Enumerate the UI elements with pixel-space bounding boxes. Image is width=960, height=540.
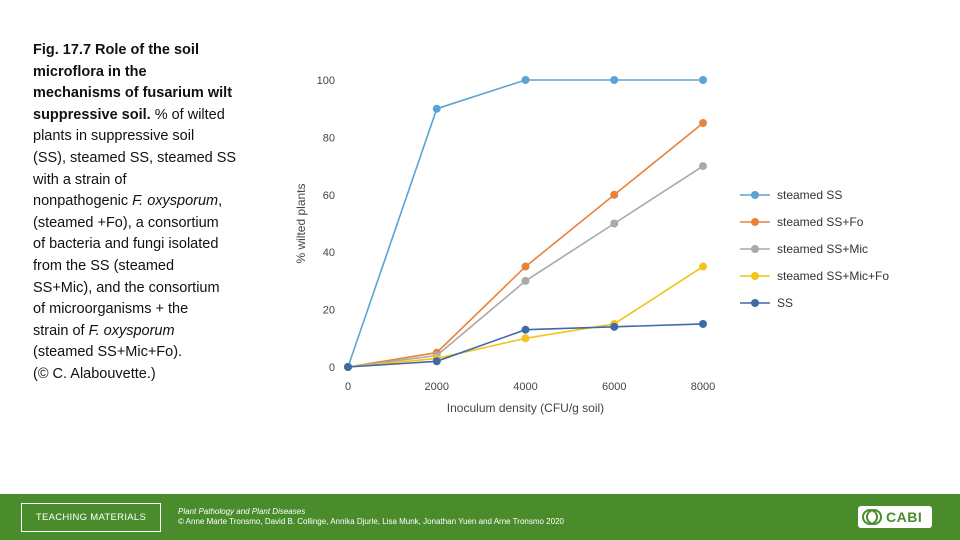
- x-tick-label: 8000: [691, 381, 715, 393]
- caption-text: (steamed SS+Mic+Fo).: [33, 344, 183, 361]
- data-point: [610, 219, 619, 228]
- caption-line: (steamed +Fo), a consortium: [33, 213, 263, 235]
- caption-text: plants in suppressive soil: [33, 128, 195, 145]
- x-tick-label: 0: [345, 381, 351, 393]
- legend-marker: [751, 272, 759, 280]
- caption-line: microflora in the: [33, 62, 263, 84]
- caption-line: SS+Mic), and the consortium: [33, 278, 263, 300]
- legend-label: steamed SS+Fo: [777, 215, 864, 229]
- caption-text: of bacteria and fungi isolated: [33, 236, 219, 253]
- caption-line: (SS), steamed SS, steamed SS: [33, 148, 263, 170]
- caption-line: suppressive soil. % of wilted: [33, 105, 263, 127]
- data-point: [521, 262, 530, 271]
- caption-text: (© C. Alabouvette.): [33, 365, 156, 382]
- x-axis-label: Inoculum density (CFU/g soil): [447, 401, 604, 415]
- data-point: [699, 319, 707, 328]
- data-point: [344, 363, 352, 371]
- y-tick-label: 40: [323, 247, 335, 259]
- data-point: [521, 76, 530, 84]
- teaching-materials-label: TEACHING MATERIALS: [21, 503, 161, 532]
- caption-text: F. oxysporum: [88, 322, 175, 339]
- legend-label: steamed SS: [777, 188, 842, 202]
- legend-marker: [751, 218, 759, 226]
- data-point: [699, 76, 707, 84]
- caption-line: with a strain of: [33, 170, 263, 192]
- caption-text: of microorganisms + the: [33, 301, 189, 318]
- data-point: [699, 262, 707, 271]
- line-chart: 0 20 40 60 80 100 0 2000 4000 6000 8000 Inoculum de…: [294, 75, 889, 415]
- caption-text: (SS), steamed SS, steamed SS: [33, 149, 237, 166]
- y-tick-label: 20: [323, 305, 335, 317]
- footer-bar: TEACHING MATERIALS Plant Pathology and P…: [0, 494, 960, 540]
- caption-text: mechanisms of fusarium wilt: [33, 85, 233, 102]
- caption-text: ,: [218, 193, 223, 210]
- y-tick-label: 0: [329, 362, 335, 374]
- caption-text: F. oxysporum: [132, 193, 219, 210]
- figure-caption: Fig. 17.7 Role of the soil microflora in …: [33, 40, 263, 386]
- data-point: [432, 357, 441, 366]
- caption-text: strain of: [33, 322, 89, 339]
- cabi-logo-text: CABI: [886, 509, 923, 525]
- cabi-logo: CABI: [858, 506, 932, 528]
- caption-text: from the SS (steamed: [33, 257, 175, 274]
- legend-label: steamed SS+Mic+Fo: [777, 269, 889, 283]
- y-tick-label: 100: [317, 75, 335, 87]
- data-point: [521, 276, 530, 285]
- caption-line: mechanisms of fusarium wilt: [33, 83, 263, 105]
- data-point: [610, 190, 619, 199]
- book-credit: Plant Pathology and Plant Diseases © Ann…: [178, 507, 564, 527]
- caption-text: Fig. 17.7 Role of the soil: [33, 42, 199, 58]
- y-axis-label: % wilted plants: [294, 183, 308, 263]
- y-tick-label: 80: [323, 132, 335, 144]
- caption-line: nonpathogenic F. oxysporum,: [33, 191, 263, 213]
- caption-text: (steamed +Fo), a consortium: [33, 214, 219, 231]
- caption-text: suppressive soil.: [33, 106, 151, 123]
- data-point: [699, 162, 707, 171]
- book-authors: © Anne Marte Tronsmo, David B. Collinge,…: [178, 517, 564, 526]
- legend-marker: [751, 299, 759, 307]
- cabi-logo-icon: [862, 509, 882, 525]
- caption-text: SS+Mic), and the consortium: [33, 279, 220, 296]
- book-title: Plant Pathology and Plant Diseases: [178, 507, 306, 516]
- legend-label: SS: [777, 296, 793, 310]
- legend-marker: [751, 191, 759, 199]
- caption-line: (steamed SS+Mic+Fo).: [33, 342, 263, 364]
- caption-line: of bacteria and fungi isolated: [33, 234, 263, 256]
- data-point: [521, 325, 530, 334]
- caption-line: plants in suppressive soil: [33, 126, 263, 148]
- data-point: [521, 334, 530, 343]
- caption-line: strain of F. oxysporum: [33, 321, 263, 343]
- data-point: [610, 322, 619, 331]
- legend-label: steamed SS+Mic: [777, 242, 868, 256]
- series-line: [347, 79, 703, 368]
- data-point: [610, 76, 619, 84]
- caption-text: with a strain of: [33, 171, 127, 188]
- caption-text: nonpathogenic: [33, 193, 133, 210]
- x-tick-label: 2000: [425, 381, 449, 393]
- caption-line: of microorganisms + the: [33, 299, 263, 321]
- data-point: [432, 104, 441, 113]
- data-point: [699, 119, 707, 128]
- legend-marker: [751, 245, 759, 253]
- caption-text: microflora in the: [33, 63, 147, 80]
- caption-text: % of wilted: [150, 106, 225, 123]
- x-tick-label: 4000: [513, 381, 537, 393]
- caption-line: (© C. Alabouvette.): [33, 364, 263, 386]
- y-tick-label: 60: [323, 190, 335, 202]
- caption-line: from the SS (steamed: [33, 256, 263, 278]
- x-tick-label: 6000: [602, 381, 626, 393]
- caption-line: Fig. 17.7 Role of the soil: [33, 40, 263, 62]
